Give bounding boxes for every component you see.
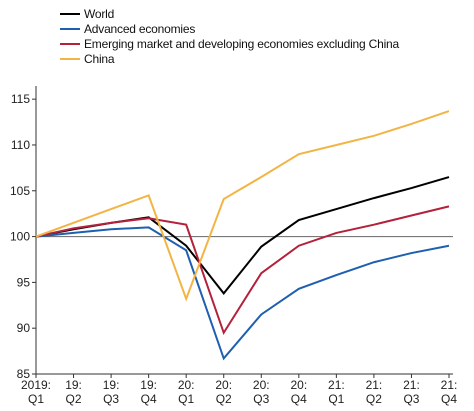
y-tick-label: 115 xyxy=(11,92,30,106)
x-tick-label-quarter: Q4 xyxy=(141,392,157,406)
legend: World Advanced economies Emerging market a… xyxy=(60,6,399,66)
legend-label: World xyxy=(84,6,115,21)
x-tick-label-year: 20: xyxy=(215,378,232,392)
legend-swatch xyxy=(60,12,80,15)
legend-swatch xyxy=(60,27,80,30)
x-tick-label-quarter: Q1 xyxy=(28,392,44,406)
x-tick-label-year: 20: xyxy=(290,378,307,392)
y-tick-label: 90 xyxy=(17,321,31,335)
series-lines xyxy=(35,110,450,361)
x-tick-label-quarter: Q3 xyxy=(403,392,419,406)
x-tick-label-year: 21: xyxy=(328,378,345,392)
y-tick-label: 100 xyxy=(10,230,30,244)
y-tick-label: 110 xyxy=(11,138,30,152)
legend-item: Emerging market and developing economies… xyxy=(60,36,399,51)
legend-item: World xyxy=(60,6,399,21)
x-tick-label-year: 2019: xyxy=(21,378,51,392)
x-tick-label-year: 21: xyxy=(403,378,420,392)
x-tick-label-quarter: Q4 xyxy=(441,392,457,406)
series-line-advanced-economies xyxy=(35,226,450,361)
series-line-china xyxy=(35,110,450,302)
legend-item: China xyxy=(60,51,399,66)
x-tick-label-quarter: Q4 xyxy=(291,392,307,406)
legend-label: Advanced economies xyxy=(84,21,196,36)
x-tick-label-year: 19: xyxy=(103,378,120,392)
x-axis: 2019:Q119:Q219:Q319:Q420:Q120:Q220:Q320:… xyxy=(21,373,458,406)
x-tick-label-year: 20: xyxy=(178,378,195,392)
x-tick-label-year: 19: xyxy=(140,378,157,392)
y-tick-label: 95 xyxy=(17,275,31,289)
series-line-emerging-market-and-developing-economies-excluding-china xyxy=(35,205,450,336)
y-tick-label: 105 xyxy=(10,184,30,198)
x-tick-label-year: 21: xyxy=(441,378,458,392)
legend-label: Emerging market and developing economies… xyxy=(84,36,399,51)
x-tick-label-quarter: Q1 xyxy=(178,392,194,406)
x-tick-label-year: 19: xyxy=(65,378,82,392)
y-tick-label: 85 xyxy=(17,367,31,381)
series-line-world xyxy=(35,176,450,295)
x-tick-label-quarter: Q2 xyxy=(66,392,82,406)
x-tick-label-quarter: Q3 xyxy=(103,392,119,406)
x-tick-label-year: 20: xyxy=(253,378,270,392)
x-tick-label-quarter: Q3 xyxy=(253,392,269,406)
legend-item: Advanced economies xyxy=(60,21,399,36)
y-axis: 85 90 95 100 105 110 115 xyxy=(10,86,453,381)
x-tick-label-year: 21: xyxy=(366,378,383,392)
legend-swatch xyxy=(60,57,80,60)
x-tick-label-quarter: Q1 xyxy=(328,392,344,406)
legend-swatch xyxy=(60,42,80,45)
x-tick-label-quarter: Q2 xyxy=(216,392,232,406)
legend-label: China xyxy=(84,51,115,66)
x-tick-label-quarter: Q2 xyxy=(366,392,382,406)
